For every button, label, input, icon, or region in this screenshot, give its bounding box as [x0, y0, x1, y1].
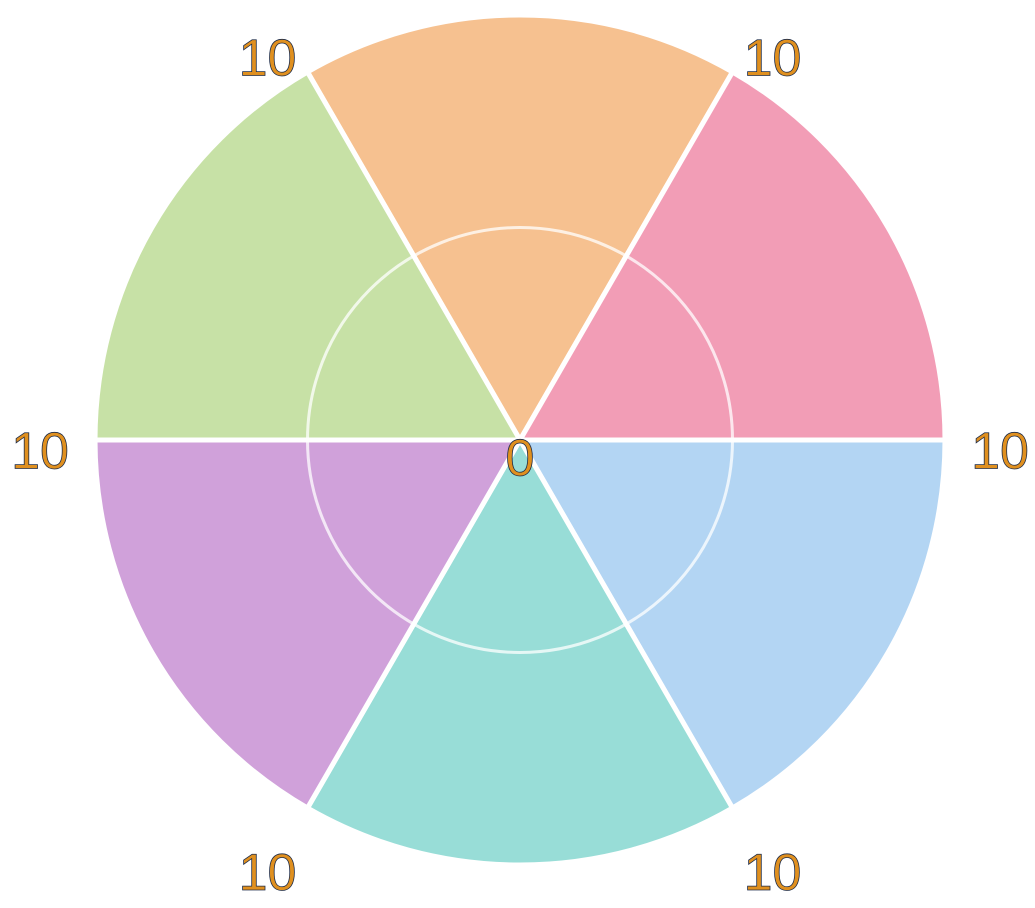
r-tick-label: 10 [744, 30, 802, 88]
grid-circle [306, 226, 734, 654]
wedge [92, 437, 525, 812]
r-tick-label: 10 [239, 30, 297, 88]
r-tick-label: 10 [11, 423, 69, 481]
r-tick-label: 10 [239, 844, 297, 902]
r-tick-label: 10 [971, 423, 1029, 481]
r-tick-label: 10 [744, 844, 802, 902]
wedge [515, 68, 948, 443]
wedge [515, 437, 948, 812]
wedge [92, 68, 525, 443]
r-tick-label: 0 [506, 430, 535, 488]
